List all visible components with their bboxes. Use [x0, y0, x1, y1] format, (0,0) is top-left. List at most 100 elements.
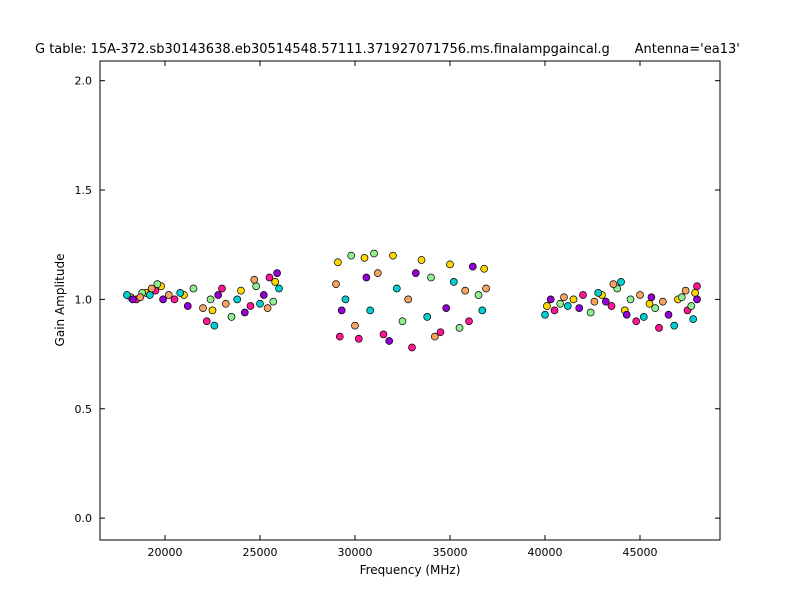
data-point [541, 310, 549, 319]
y-tick-label: 0.0 [75, 512, 93, 525]
data-point [436, 328, 445, 337]
data-point [609, 280, 618, 288]
data-point [398, 317, 407, 326]
data-point [607, 302, 616, 310]
y-axis-label: Gain Amplitude [53, 254, 67, 347]
data-point [218, 284, 226, 293]
data-point [455, 323, 464, 332]
data-point [128, 295, 137, 304]
data-point [417, 256, 426, 264]
data-point [546, 295, 555, 304]
data-point [206, 295, 215, 304]
data-point [461, 286, 470, 295]
data-point [563, 302, 572, 310]
data-point [569, 295, 578, 304]
data-point [351, 321, 359, 330]
data-point [655, 323, 663, 332]
data-point [681, 286, 690, 295]
data-point [341, 295, 350, 304]
data-point [586, 308, 595, 317]
data-point [408, 343, 416, 352]
data-point [427, 273, 435, 282]
data-point [189, 284, 198, 293]
data-point [271, 278, 280, 286]
data-point [250, 275, 259, 284]
data-point [237, 286, 245, 295]
data-point [622, 310, 631, 319]
data-point [423, 313, 432, 321]
data-point [373, 269, 382, 278]
data-point [208, 306, 217, 315]
y-tick-label: 1.5 [75, 184, 93, 197]
data-point [183, 302, 192, 310]
data-point [465, 317, 473, 326]
data-point [362, 273, 371, 282]
data-point [590, 297, 599, 306]
data-point [446, 260, 454, 269]
data-point [221, 299, 230, 308]
y-tick-label: 0.5 [75, 403, 93, 416]
data-point [263, 304, 272, 313]
data-point [379, 330, 388, 339]
x-tick-label: 35000 [432, 546, 467, 559]
data-point [579, 291, 587, 299]
data-point [335, 332, 344, 341]
data-point [594, 288, 603, 297]
data-point [199, 304, 207, 313]
y-tick-label: 2.0 [75, 75, 93, 88]
data-point [265, 273, 274, 282]
data-point [636, 291, 644, 299]
plot-area [123, 249, 701, 352]
data-point [214, 291, 223, 299]
data-point [176, 288, 185, 297]
data-point [404, 295, 413, 304]
data-point [693, 295, 701, 304]
data-point [240, 308, 249, 317]
x-axis-label: Frequency (MHz) [360, 563, 461, 577]
data-point [389, 251, 397, 260]
data-point [227, 313, 236, 321]
data-point [639, 313, 648, 321]
data-point [449, 278, 458, 286]
data-point [153, 280, 162, 288]
data-point [210, 321, 219, 330]
data-point [385, 337, 394, 345]
data-point [575, 304, 584, 313]
data-point [347, 251, 356, 260]
data-point [159, 295, 167, 304]
data-point [354, 334, 363, 343]
data-point [256, 299, 264, 308]
data-point [550, 306, 559, 315]
data-point [689, 315, 698, 323]
data-point [269, 297, 278, 306]
data-point [478, 306, 487, 315]
data-point [687, 302, 696, 310]
data-point [259, 291, 268, 299]
data-point [543, 302, 551, 310]
data-point [202, 317, 211, 326]
data-point [337, 306, 346, 315]
data-point [145, 291, 154, 299]
data-point [626, 295, 635, 304]
data-point [136, 293, 145, 302]
y-tick-label: 1.0 [75, 293, 93, 306]
data-point [647, 293, 656, 302]
data-point [691, 288, 699, 297]
data-point [658, 297, 667, 306]
chart-title: G table: 15A-372.sb30143638.eb30514548.5… [35, 42, 740, 57]
data-point [246, 302, 255, 310]
data-point [442, 304, 451, 313]
data-point [164, 291, 173, 299]
data-point [392, 284, 401, 293]
x-tick-label: 45000 [623, 546, 658, 559]
plot-frame [99, 60, 721, 541]
data-point [468, 262, 477, 271]
data-point [252, 282, 261, 291]
x-tick-label: 20000 [147, 546, 182, 559]
data-point [170, 295, 179, 304]
data-point [651, 304, 660, 313]
data-point [632, 317, 641, 326]
data-point [430, 332, 439, 341]
